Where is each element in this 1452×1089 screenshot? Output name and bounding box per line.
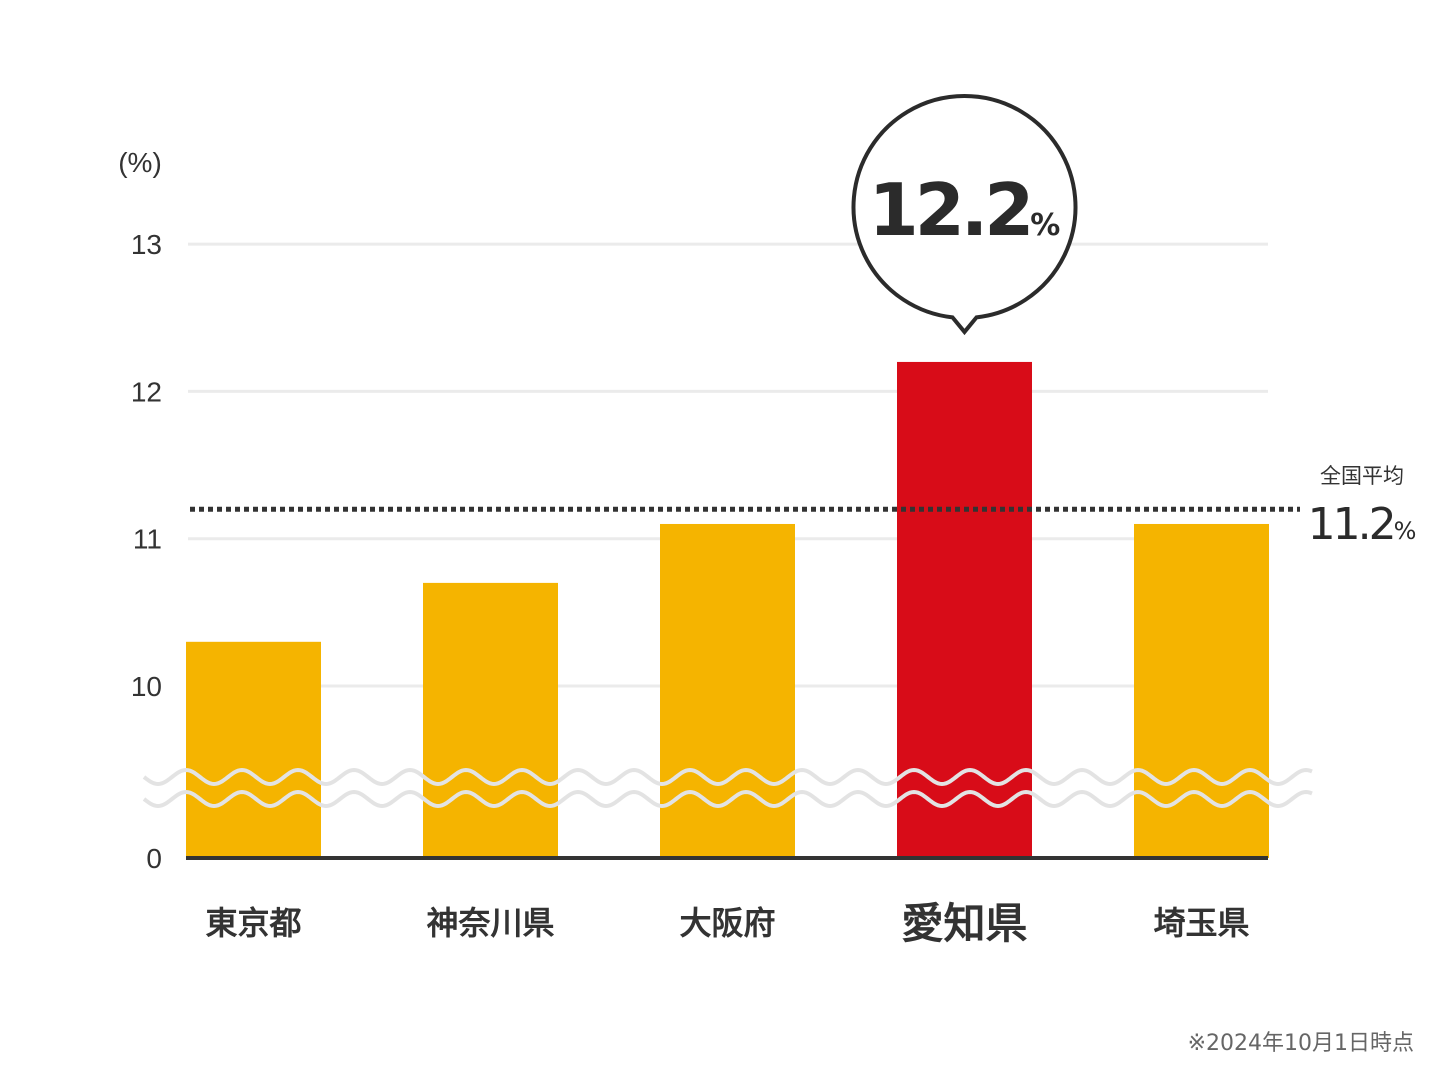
bar xyxy=(423,582,558,858)
bars xyxy=(186,361,1269,858)
callout-value: 12.2% xyxy=(869,168,1061,252)
footnote: ※2024年10月1日時点 xyxy=(1188,1031,1414,1056)
axis-break-wave xyxy=(142,789,1313,809)
y-tick-label: 13 xyxy=(131,229,162,260)
callout-bubble-shape xyxy=(851,94,1078,336)
callout-unit: % xyxy=(1030,208,1060,243)
average-line-group: 全国平均 11.2% xyxy=(190,464,1416,550)
category-label: 埼玉県 xyxy=(1153,904,1249,942)
category-label: 大阪府 xyxy=(679,904,775,942)
average-label: 全国平均 xyxy=(1320,464,1404,488)
y-tick-label: 10 xyxy=(131,671,162,702)
y-tick-label: 11 xyxy=(133,524,162,555)
bar xyxy=(186,641,321,858)
average-unit: % xyxy=(1394,517,1417,545)
y-axis-ticks: 0 10 11 12 13 xyxy=(131,229,162,874)
bar-highlight xyxy=(897,361,1032,858)
callout-bubble: 12.2% xyxy=(851,94,1078,336)
category-label-highlight: 愛知県 xyxy=(901,899,1027,948)
y-tick-label: 0 xyxy=(146,843,162,874)
bar xyxy=(1134,523,1269,858)
y-tick-label: 12 xyxy=(131,376,162,407)
y-axis-unit: (%) xyxy=(118,147,162,178)
average-value: 11.2% xyxy=(1308,499,1417,550)
x-axis-categories: 東京都 神奈川県 大阪府 愛知県 埼玉県 xyxy=(205,899,1249,948)
category-label: 神奈川県 xyxy=(426,904,554,942)
axis-break-wave xyxy=(142,767,1313,787)
average-number: 11.2 xyxy=(1308,499,1394,550)
category-label: 東京都 xyxy=(205,904,301,942)
callout-number: 12.2 xyxy=(869,168,1031,252)
axis-break-waves xyxy=(142,767,1313,809)
